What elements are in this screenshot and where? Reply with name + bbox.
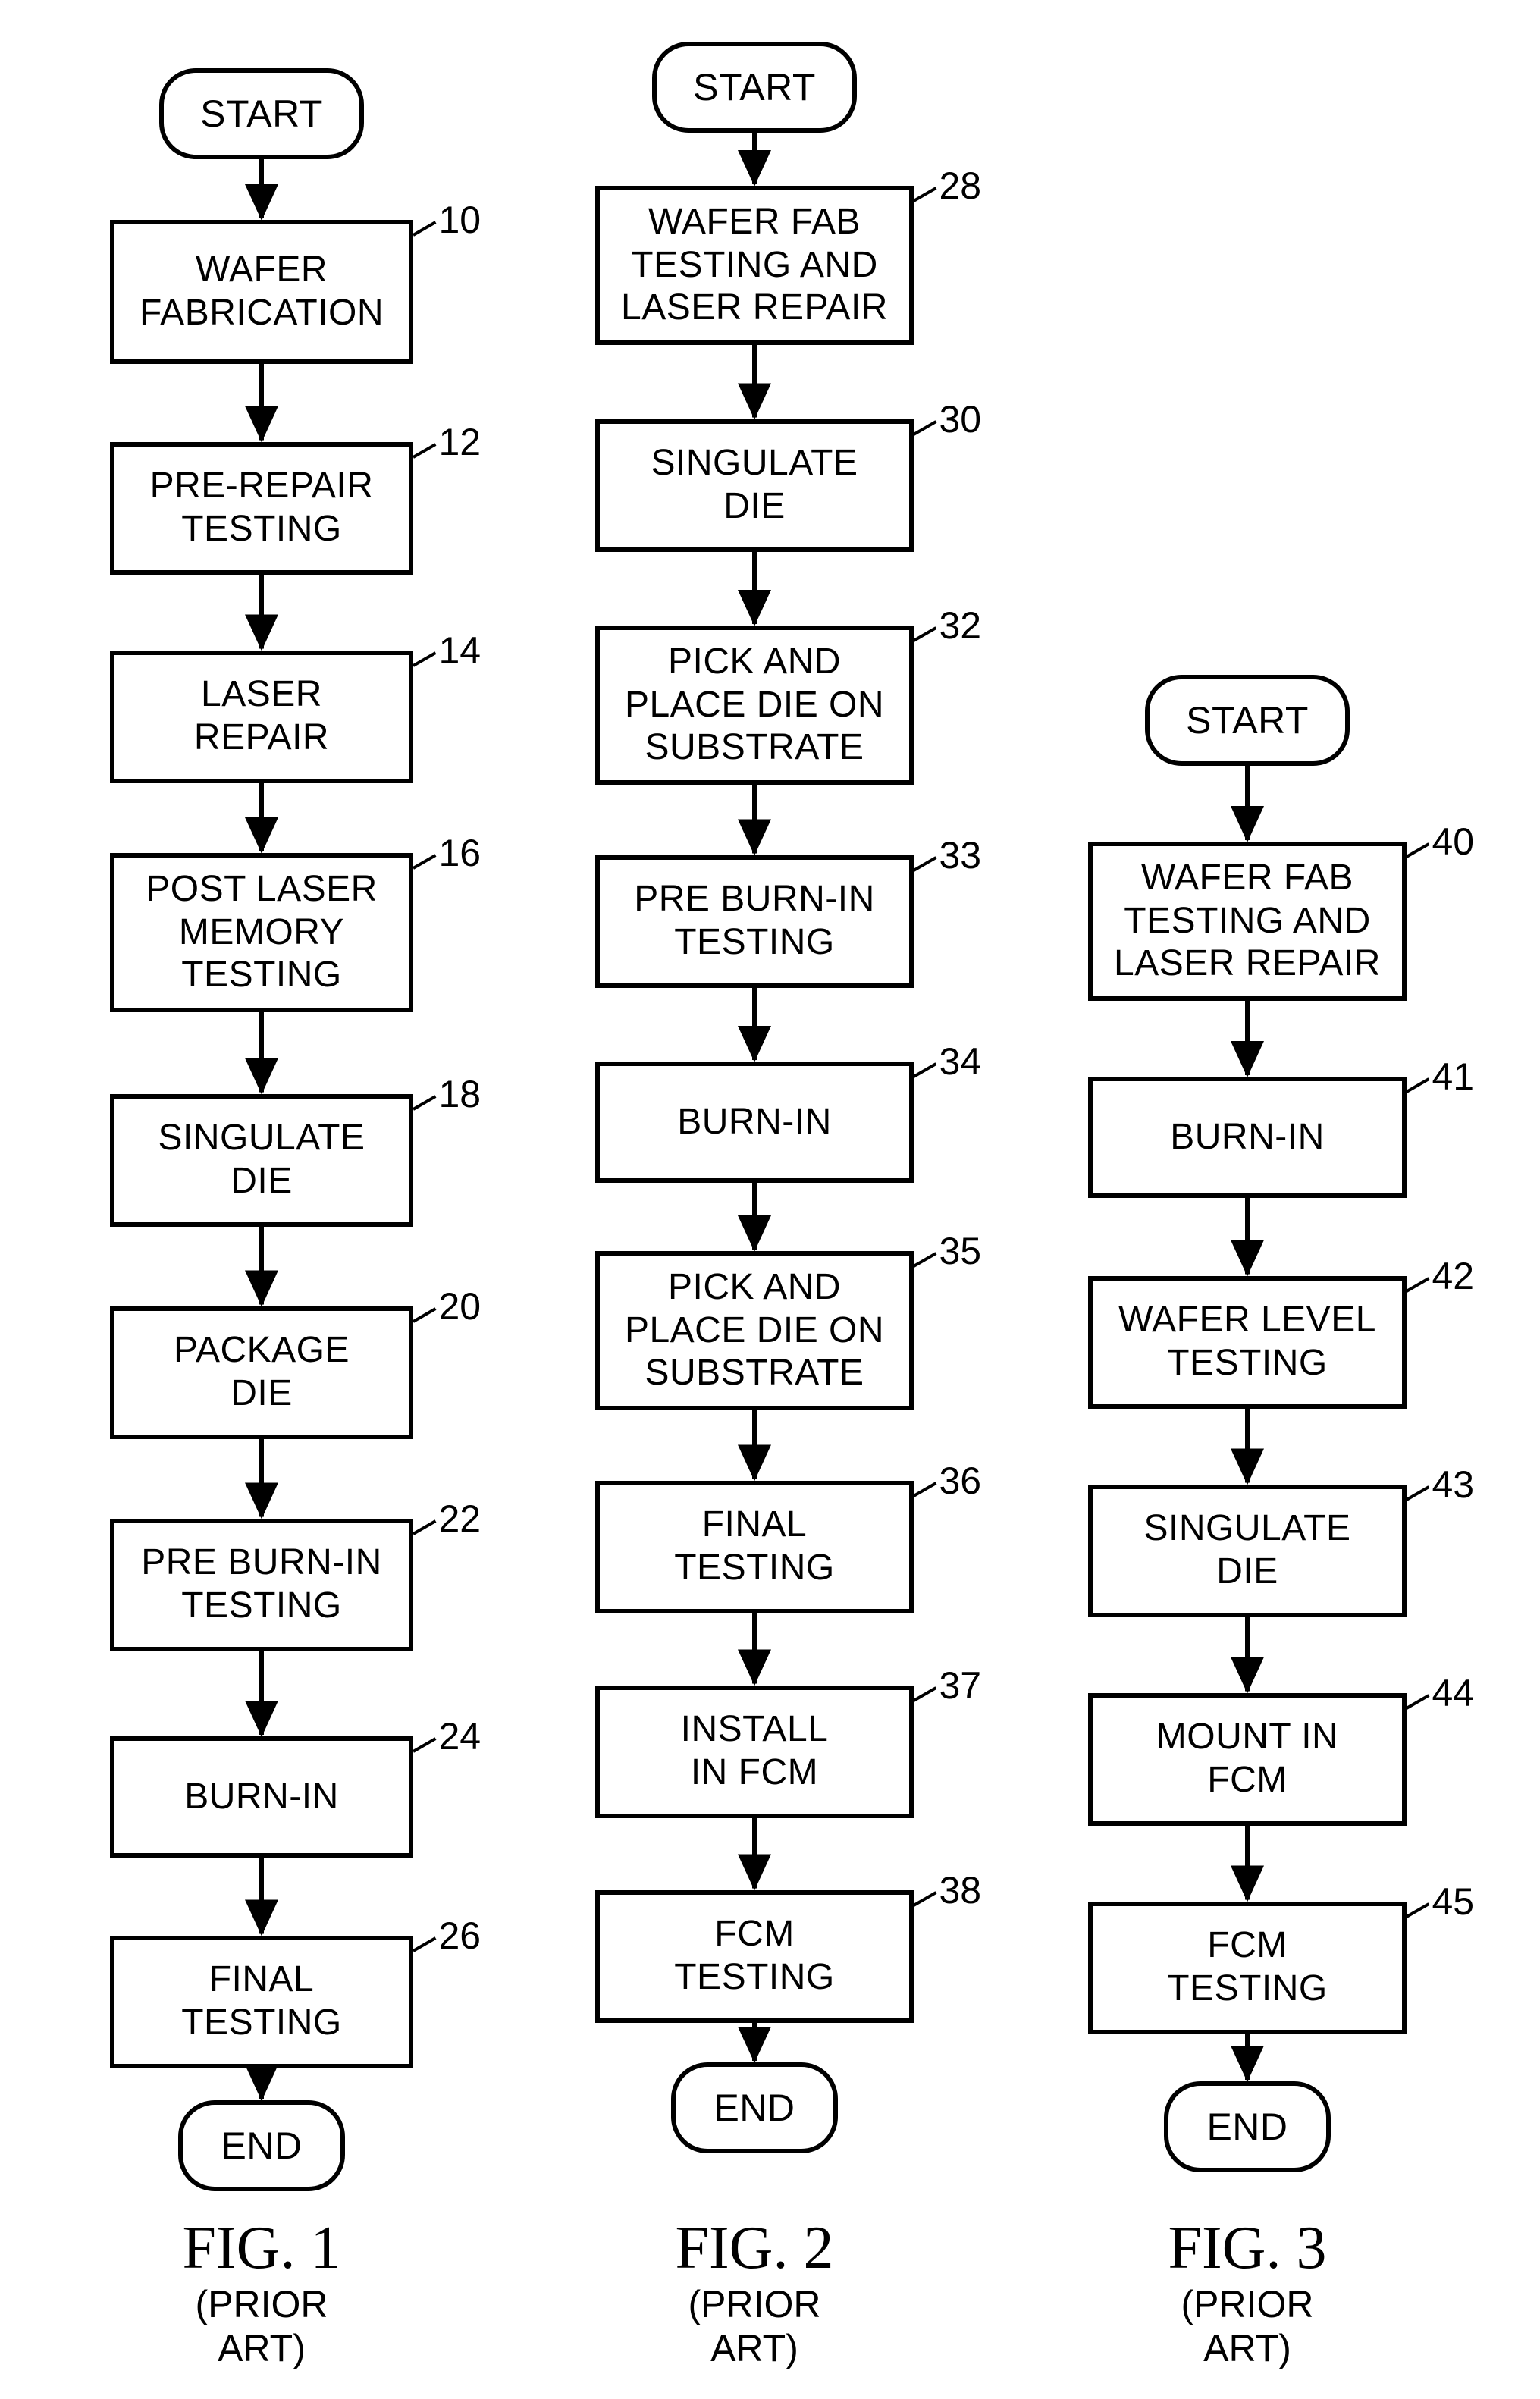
ref-lead-41 xyxy=(1406,1077,1429,1093)
process-f3-40: WAFER FAB TESTING AND LASER REPAIR xyxy=(1088,842,1407,1001)
ref-lead-14 xyxy=(412,651,436,666)
ref-number-33: 33 xyxy=(939,833,981,877)
ref-lead-16 xyxy=(412,854,436,869)
process-f2-30: SINGULATE DIE xyxy=(595,419,914,552)
ref-number-18: 18 xyxy=(438,1072,481,1116)
ref-lead-26 xyxy=(412,1936,436,1952)
process-f1-16: POST LASER MEMORY TESTING xyxy=(110,853,413,1012)
ref-lead-18 xyxy=(412,1095,436,1110)
ref-lead-37 xyxy=(913,1686,936,1701)
ref-number-44: 44 xyxy=(1432,1671,1474,1715)
process-f1-18: SINGULATE DIE xyxy=(110,1094,413,1227)
ref-number-38: 38 xyxy=(939,1868,981,1912)
ref-lead-43 xyxy=(1406,1485,1429,1501)
ref-lead-42 xyxy=(1406,1277,1429,1292)
ref-number-36: 36 xyxy=(939,1459,981,1503)
process-f2-35: PICK AND PLACE DIE ON SUBSTRATE xyxy=(595,1251,914,1410)
ref-number-42: 42 xyxy=(1432,1254,1474,1298)
terminal-f1-end: END xyxy=(178,2100,345,2191)
figure-title-fig3: FIG. 3 xyxy=(1168,2214,1327,2283)
flowchart-fig1: STARTWAFER FABRICATION10PRE-REPAIR TESTI… xyxy=(102,0,421,2399)
terminal-f3-end: END xyxy=(1164,2081,1331,2172)
terminal-f1-start: START xyxy=(159,68,364,159)
ref-number-22: 22 xyxy=(438,1497,481,1541)
process-f3-42: WAFER LEVEL TESTING xyxy=(1088,1276,1407,1409)
ref-number-20: 20 xyxy=(438,1284,481,1328)
prior-art-label-fig2: (PRIOR ART) xyxy=(671,2282,838,2370)
process-f1-14: LASER REPAIR xyxy=(110,651,413,783)
ref-lead-35 xyxy=(913,1252,936,1267)
process-f2-38: FCM TESTING xyxy=(595,1890,914,2023)
ref-number-12: 12 xyxy=(438,420,481,464)
ref-number-30: 30 xyxy=(939,397,981,441)
arrows-fig3 xyxy=(1084,0,1410,2399)
ref-number-26: 26 xyxy=(438,1914,481,1958)
process-f1-26: FINAL TESTING xyxy=(110,1936,413,2068)
flowchart-fig3: STARTWAFER FAB TESTING AND LASER REPAIR4… xyxy=(1084,0,1410,2399)
process-f1-10: WAFER FABRICATION xyxy=(110,220,413,364)
ref-number-24: 24 xyxy=(438,1714,481,1758)
ref-number-34: 34 xyxy=(939,1040,981,1083)
ref-lead-30 xyxy=(913,420,936,435)
ref-number-28: 28 xyxy=(939,164,981,208)
process-f2-32: PICK AND PLACE DIE ON SUBSTRATE xyxy=(595,626,914,785)
process-f3-41: BURN-IN xyxy=(1088,1077,1407,1198)
ref-lead-44 xyxy=(1406,1694,1429,1709)
prior-art-label-fig3: (PRIOR ART) xyxy=(1166,2282,1329,2370)
ref-lead-32 xyxy=(913,626,936,641)
ref-number-41: 41 xyxy=(1432,1055,1474,1099)
ref-lead-34 xyxy=(913,1062,936,1077)
ref-number-35: 35 xyxy=(939,1229,981,1273)
ref-lead-36 xyxy=(913,1482,936,1497)
ref-lead-22 xyxy=(412,1519,436,1535)
canvas: START WAFER FABRICATION 10 PRE-REPAIR TESTI… xyxy=(0,0,1540,2399)
ref-number-45: 45 xyxy=(1432,1880,1474,1924)
flowchart-fig2: STARTWAFER FAB TESTING AND LASER REPAIR2… xyxy=(588,0,921,2399)
process-f2-36: FINAL TESTING xyxy=(595,1481,914,1613)
figure-title-fig2: FIG. 2 xyxy=(676,2214,834,2283)
ref-lead-40 xyxy=(1406,842,1429,858)
process-f1-20: PACKAGE DIE xyxy=(110,1306,413,1439)
ref-number-37: 37 xyxy=(939,1664,981,1708)
process-f2-37: INSTALL IN FCM xyxy=(595,1686,914,1818)
figure-title-fig1: FIG. 1 xyxy=(183,2214,341,2283)
ref-number-40: 40 xyxy=(1432,820,1474,864)
ref-lead-33 xyxy=(913,856,936,871)
prior-art-label-fig1: (PRIOR ART) xyxy=(182,2282,341,2370)
process-f1-24: BURN-IN xyxy=(110,1736,413,1858)
terminal-f2-start: START xyxy=(652,42,857,133)
ref-lead-24 xyxy=(412,1737,436,1752)
process-f3-43: SINGULATE DIE xyxy=(1088,1485,1407,1617)
ref-number-14: 14 xyxy=(438,629,481,673)
ref-number-10: 10 xyxy=(438,198,481,242)
process-f2-28: WAFER FAB TESTING AND LASER REPAIR xyxy=(595,186,914,345)
process-f3-45: FCM TESTING xyxy=(1088,1902,1407,2034)
ref-lead-28 xyxy=(913,187,936,202)
ref-number-32: 32 xyxy=(939,604,981,648)
terminal-f3-start: START xyxy=(1145,675,1350,766)
ref-number-16: 16 xyxy=(438,831,481,875)
ref-lead-12 xyxy=(412,443,436,458)
arrows-fig2 xyxy=(588,0,921,2399)
process-f1-12: PRE-REPAIR TESTING xyxy=(110,442,413,575)
terminal-f2-end: END xyxy=(671,2062,838,2153)
process-f2-34: BURN-IN xyxy=(595,1062,914,1183)
ref-lead-45 xyxy=(1406,1902,1429,1918)
ref-lead-20 xyxy=(412,1307,436,1322)
process-f2-33: PRE BURN-IN TESTING xyxy=(595,855,914,988)
ref-number-43: 43 xyxy=(1432,1463,1474,1507)
ref-lead-38 xyxy=(913,1891,936,1906)
process-f3-44: MOUNT IN FCM xyxy=(1088,1693,1407,1826)
process-f1-22: PRE BURN-IN TESTING xyxy=(110,1519,413,1651)
ref-lead-10 xyxy=(412,221,436,236)
